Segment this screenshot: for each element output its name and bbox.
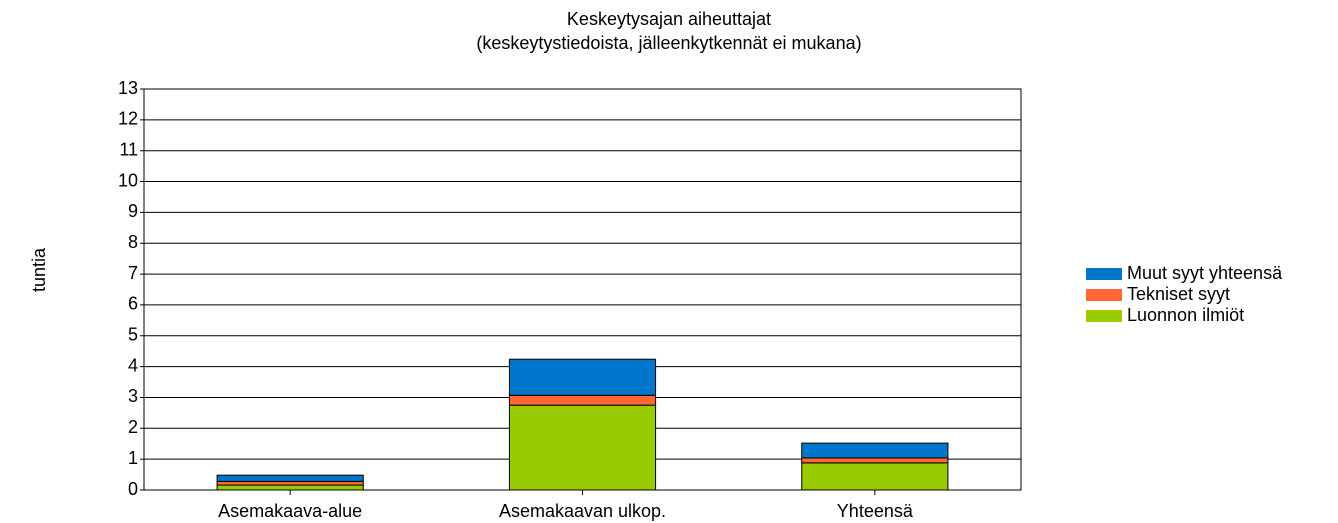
y-tick-label: 13	[118, 78, 138, 98]
y-tick-label: 8	[128, 232, 138, 252]
y-tick-label: 2	[128, 417, 138, 437]
bar-segment	[801, 442, 949, 459]
x-tick-label: Yhteensä	[837, 501, 914, 521]
y-tick-label: 10	[118, 170, 138, 190]
legend-label: Tekniset syyt	[1127, 284, 1230, 304]
legend-label: Luonnon ilmiöt	[1127, 305, 1244, 325]
y-tick-label: 9	[128, 201, 138, 221]
y-tick-label: 12	[118, 109, 138, 129]
legend-swatch	[1086, 310, 1122, 322]
y-tick-label: 11	[119, 139, 138, 159]
y-tick-label: 6	[128, 294, 138, 314]
chart-subtitle: (keskeytystiedoista, jälleenkytkennät ei…	[476, 33, 861, 53]
y-axis-label: tuntia	[29, 247, 49, 292]
x-tick-label: Asemakaava-alue	[218, 501, 362, 521]
y-tick-label: 7	[128, 263, 138, 283]
y-tick-label: 1	[128, 448, 138, 468]
x-tick-label: Asemakaavan ulkop.	[499, 501, 666, 521]
bar-segment	[216, 484, 364, 491]
y-tick-label: 3	[128, 386, 138, 406]
bar-segment	[216, 480, 364, 486]
y-tick-label: 4	[128, 355, 138, 375]
bar-segment	[216, 474, 364, 482]
legend-swatch	[1086, 289, 1122, 301]
bar-segment	[508, 358, 657, 396]
legend-swatch	[1086, 268, 1122, 280]
bar-segment	[508, 404, 657, 491]
chart-title: Keskeytysajan aiheuttajat	[567, 9, 771, 29]
bar-segment	[801, 462, 949, 491]
legend-label: Muut syyt yhteensä	[1127, 263, 1283, 283]
bar-segment	[508, 394, 657, 406]
y-tick-label: 0	[128, 479, 138, 499]
bar-segment	[801, 457, 949, 464]
y-tick-label: 5	[128, 325, 138, 345]
